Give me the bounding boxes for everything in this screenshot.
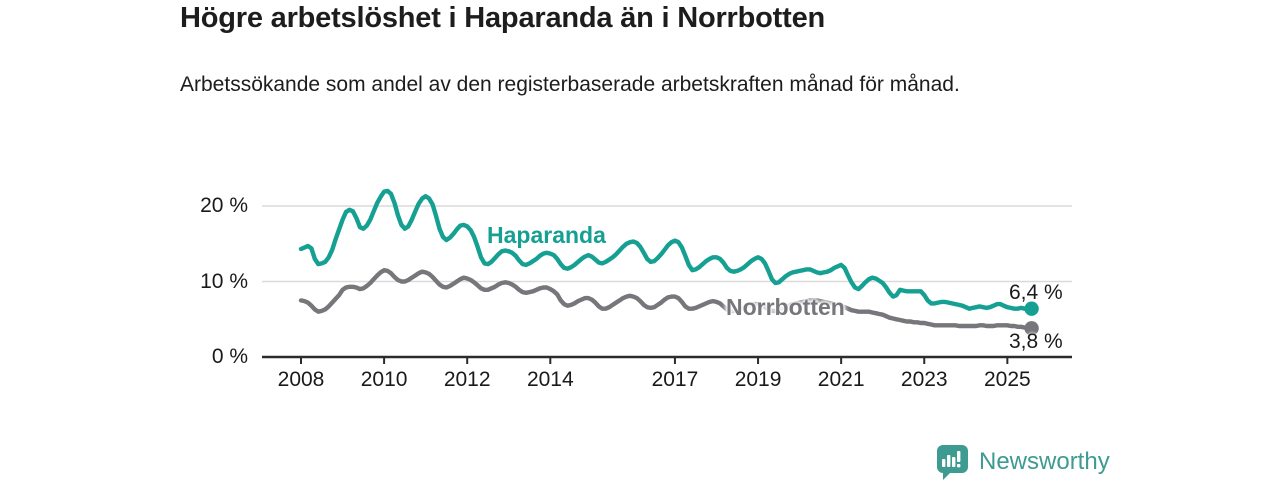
x-tick-label: 2008 [277,368,325,391]
y-tick-label: 20 % [200,194,248,217]
bar-chart-speech-bubble-icon [937,445,968,480]
x-tick-label: 2023 [900,368,948,391]
norrbotten-line [298,268,1034,331]
x-tick-label: 2019 [734,368,782,391]
haparanda-line [298,188,1034,312]
end-value-label-norrbotten: 3,8 % [1009,330,1063,353]
end-value-label-haparanda: 6,4 % [1009,281,1063,304]
x-tick-label: 2017 [651,368,699,391]
newsworthy-logo: Newsworthy [935,444,1110,480]
x-tick-label: 2021 [817,368,865,391]
x-tick-label: 2014 [526,368,574,391]
x-tick-label: 2025 [983,368,1031,391]
y-tick-label: 0 % [211,345,248,368]
x-tick-label: 2010 [360,368,408,391]
brand-name: Newsworthy [979,448,1110,475]
y-tick-label: 10 % [200,269,248,293]
haparanda-end-dot [1024,301,1039,316]
chart-subtitle: Arbetssökande som andel av den registerb… [180,73,960,96]
chart-title: Högre arbetslöshet i Haparanda än i Norr… [180,2,826,34]
norrbotten-end-dot [1024,321,1039,336]
series-label-norrbotten: Norrbotten [726,294,845,320]
x-tick-label: 2012 [443,368,491,391]
series-label-haparanda: Haparanda [487,222,606,248]
